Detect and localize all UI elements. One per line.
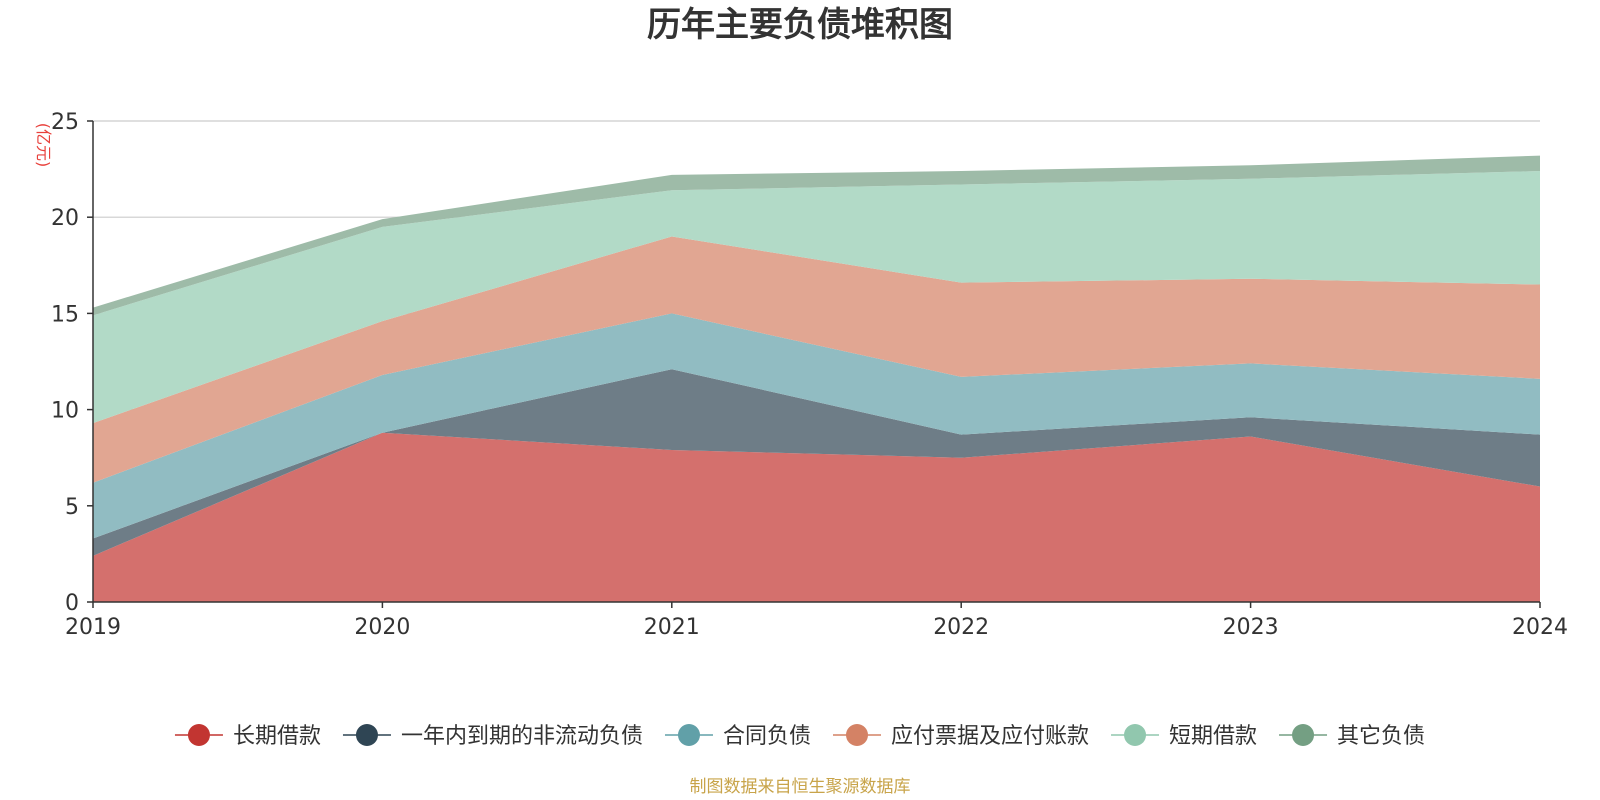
data-source-note: 制图数据来自恒生聚源数据库 <box>690 777 911 797</box>
legend-item-5[interactable]: 其它负债 <box>1279 724 1425 749</box>
legend-marker <box>1292 724 1315 746</box>
y-tick-label-5: 5 <box>65 495 79 520</box>
legend-item-0[interactable]: 长期借款 <box>174 724 321 749</box>
legend-marker <box>355 724 378 746</box>
x-tick-labels: 2019 2020 2021 2022 2023 2024 <box>65 615 1568 640</box>
y-tick-label-20: 20 <box>51 206 79 231</box>
legend-marker <box>187 724 210 746</box>
y-axis-unit: (亿元) <box>34 123 53 168</box>
x-tick-label-2023: 2023 <box>1223 615 1279 640</box>
legend-marker <box>1124 724 1147 746</box>
y-tick-label-25: 25 <box>51 110 79 135</box>
legend-item-2[interactable]: 合同负债 <box>664 724 811 749</box>
legend-item-4[interactable]: 短期借款 <box>1111 724 1257 749</box>
legend-label: 长期借款 <box>233 724 321 749</box>
legend-marker <box>846 724 868 746</box>
y-tick-label-15: 15 <box>51 302 79 327</box>
series-areas <box>93 155 1540 602</box>
x-tick-label-2024: 2024 <box>1512 615 1568 640</box>
legend-label: 其它负债 <box>1337 724 1425 749</box>
legend-item-3[interactable]: 应付票据及应付账款 <box>833 724 1089 749</box>
y-tick-label-10: 10 <box>51 399 79 424</box>
area-series-3 <box>93 236 1540 483</box>
legend[interactable]: 长期借款 一年内到期的非流动负债 合同负债 应付票据及应付账款 短期借款 其它负债 <box>174 724 1425 749</box>
axes <box>87 120 1541 608</box>
area-series-1 <box>93 369 1540 556</box>
area-series-4 <box>93 171 1540 424</box>
chart-title: 历年主要负债堆积图 <box>647 5 953 45</box>
legend-marker <box>677 724 700 746</box>
area-series-5 <box>93 155 1540 316</box>
area-series-0 <box>93 432 1540 602</box>
x-tick-label-2021: 2021 <box>644 615 700 640</box>
legend-label: 一年内到期的非流动负债 <box>401 724 643 749</box>
x-tick-label-2020: 2020 <box>354 615 410 640</box>
y-axis-unit-label: (亿元) <box>34 123 53 168</box>
x-tick-label-2019: 2019 <box>65 615 121 640</box>
legend-item-1[interactable]: 一年内到期的非流动负债 <box>342 724 643 749</box>
x-tick-label-2022: 2022 <box>933 615 989 640</box>
legend-label: 合同负债 <box>723 724 811 749</box>
y-tick-label-0: 0 <box>65 591 79 616</box>
legend-label: 短期借款 <box>1169 724 1257 749</box>
legend-label: 应付票据及应付账款 <box>891 724 1089 749</box>
area-series-2 <box>93 313 1540 539</box>
y-tick-labels: 0 5 10 15 20 25 <box>51 110 79 616</box>
